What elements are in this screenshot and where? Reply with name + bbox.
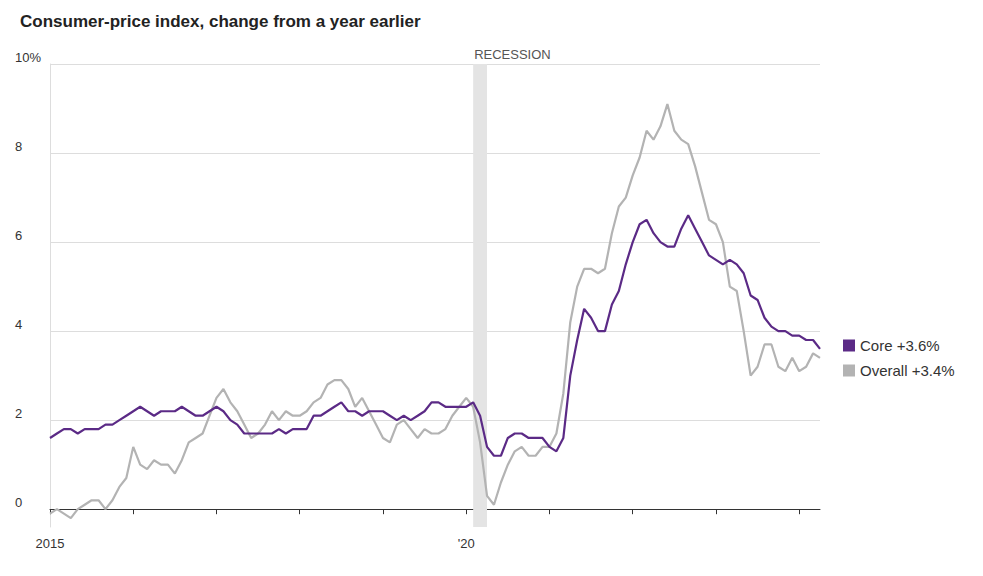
svg-text:Core +3.6%: Core +3.6% [860,337,940,354]
svg-text:Consumer-price index, change f: Consumer-price index, change from a year… [20,12,421,31]
svg-text:2015: 2015 [36,536,65,551]
svg-text:2: 2 [15,406,22,421]
svg-text:Overall +3.4%: Overall +3.4% [860,362,955,379]
svg-text:'20: '20 [458,536,475,551]
svg-text:0: 0 [15,495,22,510]
svg-text:RECESSION: RECESSION [474,47,551,62]
svg-text:6: 6 [15,228,22,243]
svg-text:10%: 10% [15,50,41,65]
svg-text:8: 8 [15,139,22,154]
svg-text:4: 4 [15,317,22,332]
